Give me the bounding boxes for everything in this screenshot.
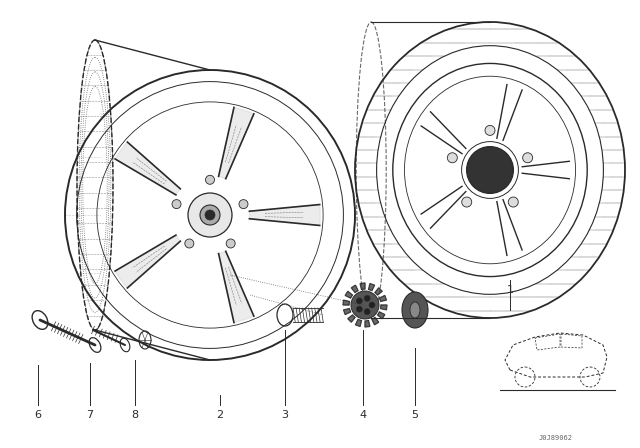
Circle shape [185, 239, 194, 248]
Polygon shape [355, 319, 362, 327]
Circle shape [356, 306, 362, 312]
Circle shape [447, 153, 458, 163]
Circle shape [200, 205, 220, 225]
Polygon shape [115, 235, 180, 288]
Text: 3: 3 [282, 410, 289, 420]
Polygon shape [378, 312, 385, 319]
Circle shape [508, 197, 518, 207]
Circle shape [188, 193, 232, 237]
Ellipse shape [402, 292, 428, 328]
Circle shape [364, 295, 370, 302]
Text: 6: 6 [35, 410, 42, 420]
Polygon shape [115, 142, 180, 195]
Circle shape [369, 302, 375, 308]
Text: 7: 7 [86, 410, 93, 420]
Polygon shape [369, 284, 374, 291]
Circle shape [523, 153, 532, 163]
Circle shape [172, 200, 181, 209]
Text: 4: 4 [360, 410, 367, 420]
Text: 1: 1 [506, 285, 513, 295]
Circle shape [226, 239, 235, 248]
Polygon shape [219, 108, 254, 179]
Text: J0J89062: J0J89062 [539, 435, 573, 441]
Polygon shape [365, 321, 370, 327]
Circle shape [364, 309, 370, 314]
Ellipse shape [410, 302, 420, 318]
Polygon shape [381, 305, 387, 310]
Polygon shape [345, 291, 353, 298]
Circle shape [239, 200, 248, 209]
Polygon shape [348, 315, 355, 322]
Polygon shape [372, 318, 379, 325]
Polygon shape [250, 205, 320, 225]
Circle shape [205, 210, 215, 220]
Circle shape [467, 146, 513, 194]
Circle shape [485, 125, 495, 135]
Text: 5: 5 [412, 410, 419, 420]
Circle shape [205, 175, 214, 184]
Polygon shape [360, 283, 365, 289]
Text: 2: 2 [216, 410, 223, 420]
Polygon shape [343, 300, 349, 305]
Polygon shape [375, 288, 382, 295]
Polygon shape [344, 309, 351, 314]
Polygon shape [219, 251, 254, 323]
Polygon shape [351, 285, 358, 293]
Circle shape [351, 291, 379, 319]
Circle shape [461, 197, 472, 207]
Text: 8: 8 [131, 410, 139, 420]
Circle shape [356, 298, 362, 304]
Polygon shape [380, 295, 387, 302]
